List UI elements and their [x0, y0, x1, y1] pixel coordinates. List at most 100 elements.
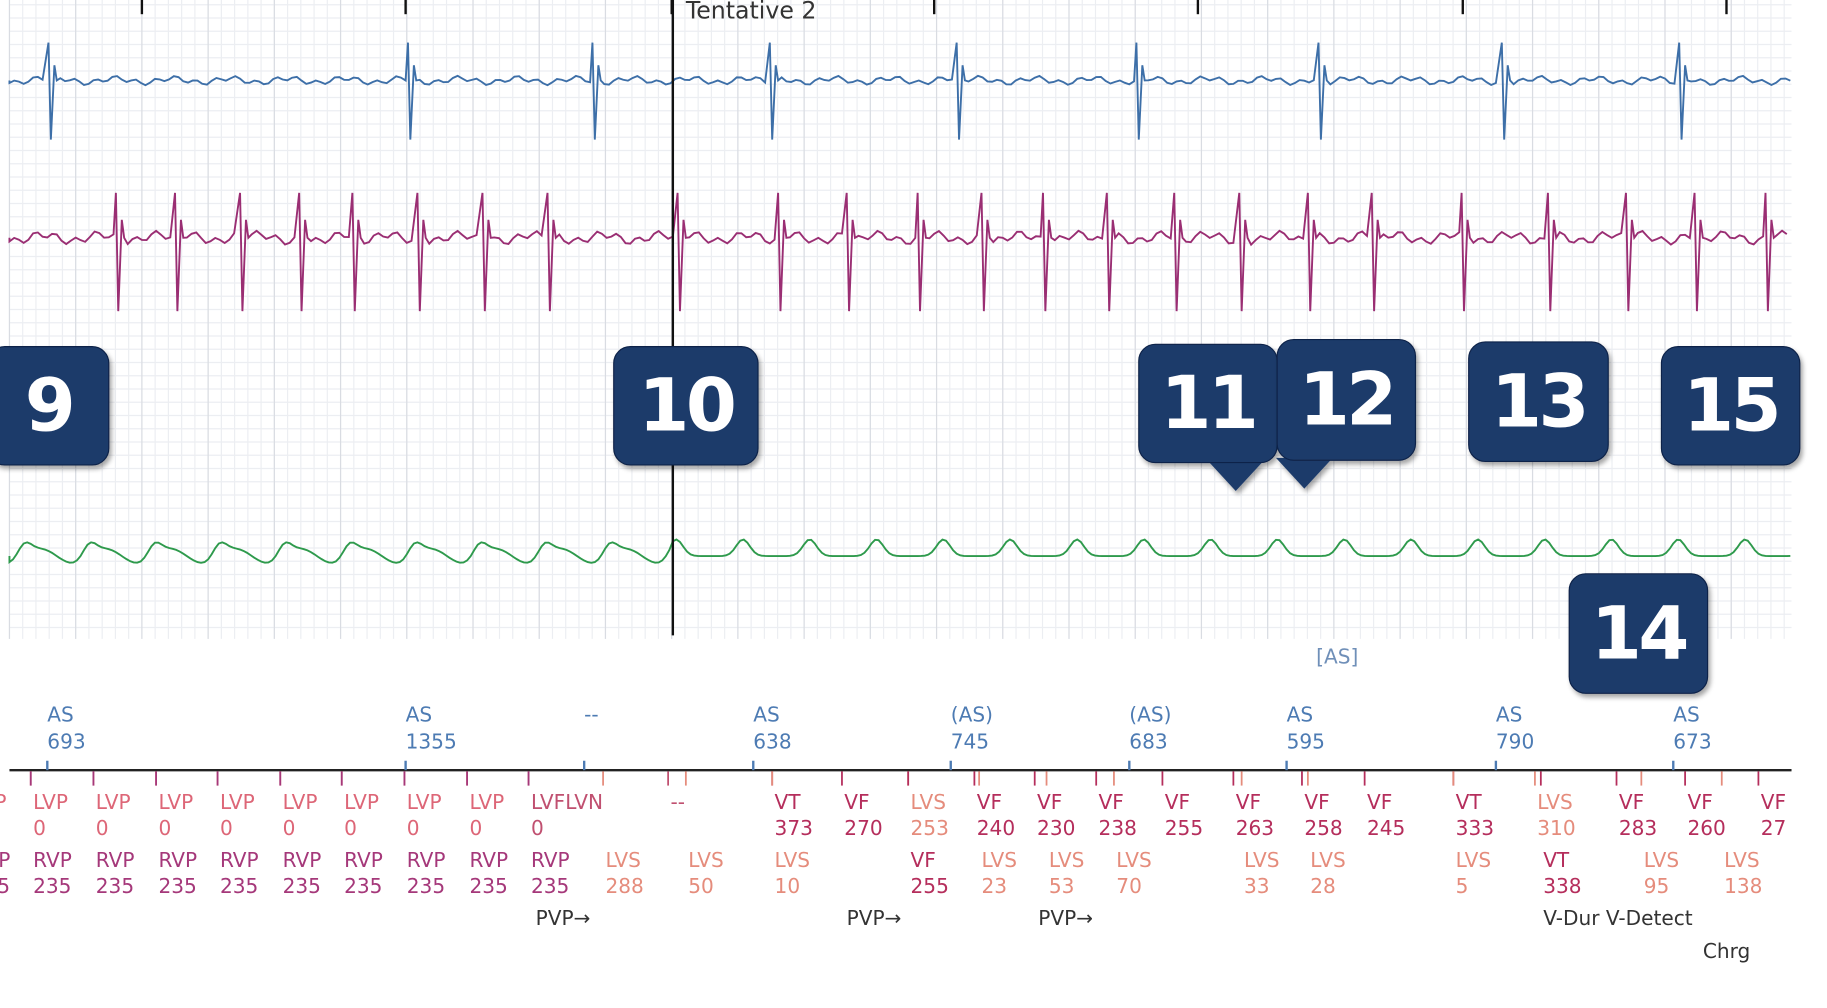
- marker-value: 333: [1456, 816, 1494, 840]
- callout-number: 12: [1299, 358, 1394, 443]
- marker-label: AS: [47, 702, 74, 726]
- marker-label: VF: [1619, 790, 1644, 814]
- marker-label: LVP: [344, 790, 379, 814]
- marker-label: AS: [1673, 702, 1700, 726]
- marker-value: 28: [1310, 874, 1336, 898]
- callout-number: 9: [25, 364, 72, 449]
- marker-label: RVP: [407, 848, 446, 872]
- note: PVP→: [847, 906, 902, 930]
- marker-value: 235: [220, 874, 258, 898]
- marker-value: 1355: [406, 729, 457, 753]
- marker-label: VF: [911, 848, 936, 872]
- marker-label: RVP: [531, 848, 570, 872]
- marker-label: LVS: [1537, 790, 1572, 814]
- marker-value: 683: [1129, 729, 1167, 753]
- marker-label: LVP: [33, 790, 68, 814]
- marker-value: 0: [344, 816, 357, 840]
- marker-value: 53: [1049, 874, 1075, 898]
- callout-number: 13: [1491, 359, 1586, 444]
- marker-value: 235: [344, 874, 382, 898]
- callout: 12: [1275, 338, 1417, 489]
- marker-value: 0: [407, 816, 420, 840]
- marker-value: 283: [1619, 816, 1657, 840]
- marker-label: LVS: [1724, 848, 1759, 872]
- marker-label: LVP: [158, 790, 193, 814]
- marker-label: (AS): [951, 702, 993, 726]
- marker-label: LVS: [1310, 848, 1345, 872]
- egm-trace: [8, 42, 1791, 140]
- marker-label: LVS: [1049, 848, 1084, 872]
- marker-value: 5: [1456, 874, 1469, 898]
- marker-value: 0: [283, 816, 296, 840]
- marker-value: 263: [1236, 816, 1274, 840]
- marker-label: LVP: [0, 790, 6, 814]
- annotation: [AS]: [1316, 644, 1358, 668]
- marker-value: 255: [911, 874, 949, 898]
- marker-label: --: [670, 790, 685, 814]
- marker-value: 253: [911, 816, 949, 840]
- marker-value: 235: [158, 874, 196, 898]
- marker-label: RVP: [220, 848, 259, 872]
- marker-label: LVFLVN: [531, 790, 603, 814]
- marker-label: LVS: [981, 848, 1016, 872]
- note: PVP→: [536, 906, 591, 930]
- marker-value: 235: [0, 874, 10, 898]
- marker-label: LVS: [1456, 848, 1491, 872]
- marker-value: 138: [1724, 874, 1762, 898]
- callouts: 9 10 11 12 13 15 14: [0, 338, 1801, 694]
- marker-value: 50: [688, 874, 714, 898]
- marker-value: 260: [1687, 816, 1725, 840]
- callout-box: [1468, 341, 1609, 462]
- callout-box: [613, 346, 759, 466]
- marker-value: 0: [158, 816, 171, 840]
- marker-label: VF: [1099, 790, 1124, 814]
- marker-value: 638: [753, 729, 791, 753]
- marker-value: 255: [1165, 816, 1203, 840]
- marker-value: 235: [33, 874, 71, 898]
- callout: 14: [1568, 573, 1709, 694]
- marker-value: 0: [33, 816, 46, 840]
- egm-trace: [8, 192, 1788, 312]
- marker-label: LVS: [1244, 848, 1279, 872]
- callout-pointer: [1275, 457, 1333, 489]
- marker-label: RVP: [158, 848, 197, 872]
- marker-label: LVS: [911, 790, 946, 814]
- marker-value: 0: [469, 816, 482, 840]
- marker-value: 230: [1037, 816, 1075, 840]
- callout-number: 10: [638, 364, 733, 449]
- marker-value: 338: [1543, 874, 1581, 898]
- marker-value: 258: [1304, 816, 1342, 840]
- marker-label: AS: [1287, 702, 1314, 726]
- waveforms: [8, 42, 1791, 565]
- note: V-Dur V-Detect: [1543, 906, 1693, 930]
- marker-value: 235: [469, 874, 507, 898]
- marker-label: AS: [406, 702, 433, 726]
- marker-label: VF: [1037, 790, 1062, 814]
- callout: 10: [613, 346, 759, 466]
- marker-value: 235: [531, 874, 569, 898]
- marker-label: LVS: [605, 848, 640, 872]
- marker-label: RVP: [33, 848, 72, 872]
- marker-value: 0: [96, 816, 109, 840]
- marker-value: 238: [1099, 816, 1137, 840]
- marker-value: 33: [1244, 874, 1270, 898]
- marker-value: 270: [844, 816, 882, 840]
- marker-label: RVP: [0, 848, 10, 872]
- event-label: Tentative 2: [685, 0, 817, 24]
- marker-label: RVP: [96, 848, 135, 872]
- marker-value: 95: [1644, 874, 1670, 898]
- egm-trace: [8, 538, 1791, 565]
- marker-value: 27: [1761, 816, 1787, 840]
- marker-label: --: [584, 702, 599, 726]
- callout: 9: [0, 346, 110, 466]
- marker-label: AS: [1496, 702, 1523, 726]
- marker-label: LVP: [283, 790, 318, 814]
- marker-value: 373: [775, 816, 813, 840]
- marker-value: 595: [1287, 729, 1325, 753]
- marker-value: 673: [1673, 729, 1711, 753]
- callout: 13: [1468, 341, 1609, 462]
- marker-value: 0: [531, 816, 544, 840]
- marker-value: 10: [775, 874, 801, 898]
